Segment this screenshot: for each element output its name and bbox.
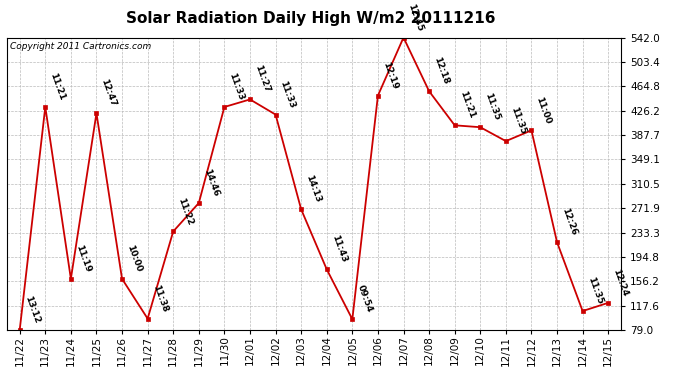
Text: 11:33: 11:33 <box>228 72 246 102</box>
Text: 09:54: 09:54 <box>355 284 374 314</box>
Text: Copyright 2011 Cartronics.com: Copyright 2011 Cartronics.com <box>10 42 151 51</box>
Text: 11:33: 11:33 <box>279 80 297 109</box>
Text: 12:18: 12:18 <box>432 56 451 86</box>
Text: 11:21: 11:21 <box>48 72 67 102</box>
Text: 12:47: 12:47 <box>99 78 118 108</box>
Text: 14:46: 14:46 <box>202 168 220 198</box>
Text: 11:38: 11:38 <box>150 284 169 314</box>
Text: 12:19: 12:19 <box>381 60 400 90</box>
Text: 13:12: 13:12 <box>23 295 41 325</box>
Text: 11:43: 11:43 <box>330 234 348 264</box>
Text: 11:22: 11:22 <box>176 196 195 226</box>
Text: 11:35: 11:35 <box>509 106 527 136</box>
Text: 12:24: 12:24 <box>611 267 629 298</box>
Text: 11:35: 11:35 <box>586 276 604 306</box>
Text: 11:35: 11:35 <box>483 92 502 122</box>
Text: 11:00: 11:00 <box>535 95 553 125</box>
Text: 12:26: 12:26 <box>560 207 578 237</box>
Text: 14:13: 14:13 <box>304 174 322 204</box>
Text: Solar Radiation Daily High W/m2 20111216: Solar Radiation Daily High W/m2 20111216 <box>126 11 495 26</box>
Text: 11:27: 11:27 <box>253 64 271 94</box>
Text: 10:00: 10:00 <box>125 244 144 274</box>
Text: 11:21: 11:21 <box>457 90 476 120</box>
Text: 11:19: 11:19 <box>74 243 92 274</box>
Text: 12:45: 12:45 <box>406 2 425 32</box>
